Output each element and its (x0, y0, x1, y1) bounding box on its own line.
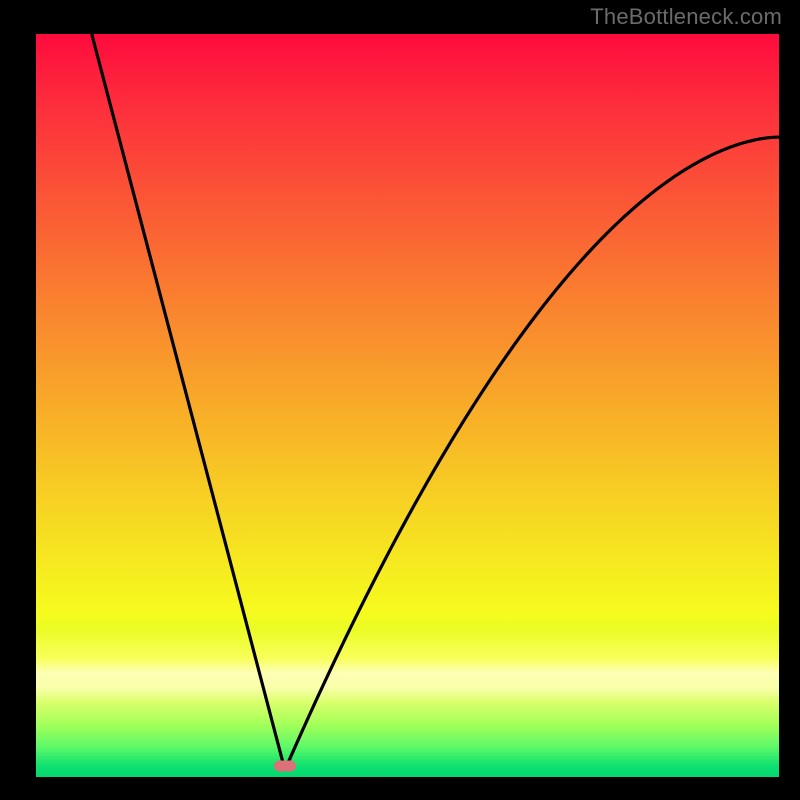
bottleneck-curve (36, 34, 779, 770)
watermark-text: TheBottleneck.com (590, 4, 782, 30)
optimum-marker (274, 761, 296, 772)
plot-area (36, 34, 779, 770)
